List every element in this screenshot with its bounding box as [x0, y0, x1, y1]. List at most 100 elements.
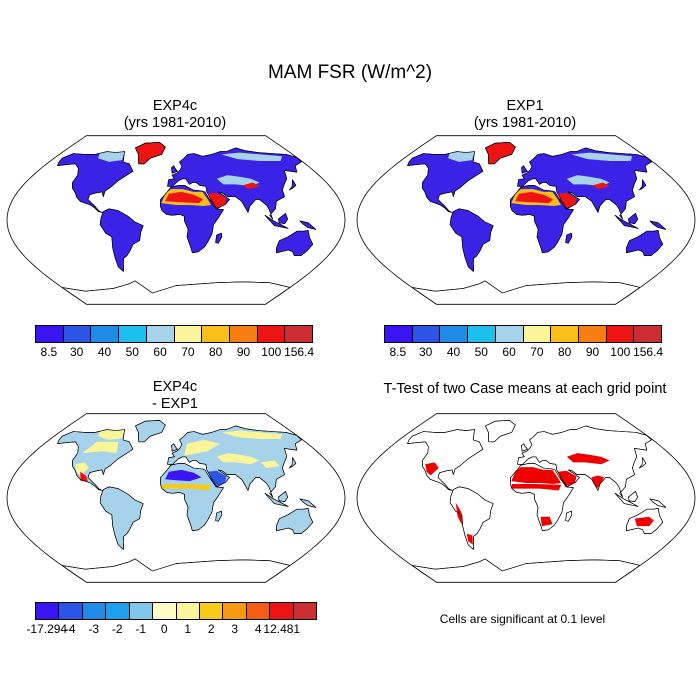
significant-india	[591, 475, 604, 489]
panel-title-line1: T-Test of two Case means at each grid po…	[383, 381, 667, 397]
coastline-newguinea	[649, 498, 667, 508]
region-arabia	[557, 192, 577, 208]
colorbar-tick-label: 40	[446, 345, 461, 359]
colorbar-swatch	[119, 326, 147, 342]
region-arctic	[98, 151, 125, 162]
coastline-eurasia	[167, 147, 302, 220]
land-layer	[57, 420, 317, 583]
colorbar-swatch	[36, 326, 64, 342]
significant-andes	[455, 502, 463, 527]
panel-title-line1: EXP1	[506, 98, 544, 114]
colorbar-swatch	[440, 326, 469, 342]
figure-title: MAM FSR (W/m^2)	[267, 62, 433, 83]
colorbar-swatch	[523, 326, 552, 342]
region-siberia	[571, 152, 633, 161]
colorbar-swatch	[176, 603, 200, 619]
coastline-uk	[171, 443, 178, 452]
coastline-greenland	[485, 420, 516, 443]
coastline-newguinea	[299, 498, 317, 508]
map-outline	[6, 413, 346, 583]
panel-title-line1: EXP4c	[152, 98, 198, 114]
region-arctic-canada	[98, 429, 125, 440]
colorbar-swatch	[270, 603, 294, 619]
colorbar-tick-label: 100	[610, 345, 631, 359]
colorbar-tick-label: 90	[236, 345, 251, 359]
colorbar-swatch	[153, 603, 177, 619]
significant-sw-us	[425, 462, 439, 476]
region-siberia	[221, 152, 283, 161]
region-sahara-core	[165, 191, 204, 204]
panel-title-line2: - EXP1	[152, 396, 198, 412]
colorbar-swatch	[106, 603, 130, 619]
colorbar-tick-label: -2	[111, 622, 123, 636]
significant-patagonia	[466, 533, 473, 545]
panel-title-ttest: T-Test of two Case means at each grid po…	[352, 381, 698, 398]
colorbar-tick-label: -4	[64, 622, 76, 636]
region-central-asia	[216, 175, 260, 187]
colorbar-swatch	[285, 326, 313, 342]
coastline-indonesia	[264, 215, 289, 229]
colorbar-tick-label: 70	[530, 345, 544, 359]
coastline-north-america	[407, 151, 484, 213]
colorbar-tick-label: 8.5	[40, 345, 58, 359]
colorbar-swatch	[63, 326, 92, 342]
coastline-madagascar	[565, 510, 573, 522]
coastline-australia	[626, 508, 664, 534]
coastline-south-america	[99, 486, 144, 550]
colorbar-tick-label: 40	[97, 345, 112, 359]
coastline-north-america	[57, 151, 134, 213]
coastline-borneo	[278, 491, 288, 502]
significant-arabia	[557, 470, 577, 486]
significant-central-asia	[566, 453, 610, 465]
coastline-newguinea	[649, 220, 667, 230]
colorbar-tick-label: 1	[184, 622, 192, 636]
colorbar-tick-label: 60	[153, 345, 167, 359]
colorbar-swatch	[634, 326, 662, 342]
colorbar-tick-label: 2	[207, 622, 215, 636]
coastline-africa	[510, 463, 574, 532]
map-outline	[356, 135, 696, 305]
colorbar-swatch	[495, 326, 524, 342]
colorbar-tick-label: 156.4	[633, 345, 664, 359]
coastline-greenland	[135, 142, 166, 165]
colorbar-tick-label: 50	[474, 345, 488, 359]
coastline-uk	[171, 165, 178, 174]
region-tibet	[242, 182, 260, 190]
colorbar-swatch	[223, 603, 247, 619]
map-outline	[356, 413, 696, 583]
region-arabia	[207, 470, 227, 486]
region-arabia	[207, 192, 227, 208]
colorbar-tick-label: 70	[181, 345, 195, 359]
panel-title-diff: EXP4c - EXP1	[55, 379, 295, 413]
colorbar-swatch	[385, 326, 413, 342]
coastline-south-america	[449, 208, 494, 272]
coastline-madagascar	[215, 232, 223, 244]
colorbar-tick-label: 100	[261, 345, 282, 359]
significance-note: Cells are significant at 0.1 level	[439, 612, 606, 626]
region-mexico	[80, 471, 88, 482]
colorbar-swatch	[82, 603, 107, 619]
colorbar-tick-label: 4	[254, 622, 262, 636]
coastline-australia	[276, 230, 314, 256]
region-siberia-north	[221, 430, 283, 439]
coastline-indonesia	[614, 493, 639, 507]
coastline-japan	[639, 457, 647, 469]
coastline-eurasia	[517, 147, 652, 220]
colorbar-tick-label: -3	[88, 622, 100, 636]
colorbar-labels-exp1: 8.5 30 40 50 60 70 80 90 100 156.4	[384, 345, 664, 359]
colorbar-labels-diff: -17.294 -4 -3 -2 -1 0 1 2 3 4 12.481	[26, 622, 317, 636]
coastline-newguinea	[299, 220, 317, 230]
coastline-eurasia	[167, 425, 302, 498]
colorbar-tick-label: 80	[558, 345, 572, 359]
coastline-japan	[639, 179, 647, 191]
coastline-australia	[626, 230, 664, 256]
map-outline	[6, 135, 346, 305]
colorbar-tick-label: 8.5	[389, 345, 407, 359]
land-layer	[407, 142, 667, 305]
panel-title-line2: (yrs 1981-2010)	[123, 115, 227, 131]
coastline-indonesia	[264, 493, 289, 507]
panel-title-line1: EXP4c	[152, 379, 198, 395]
colorbar-diff	[35, 602, 317, 620]
map-diff	[6, 413, 346, 583]
region-sahara-core	[515, 191, 554, 204]
